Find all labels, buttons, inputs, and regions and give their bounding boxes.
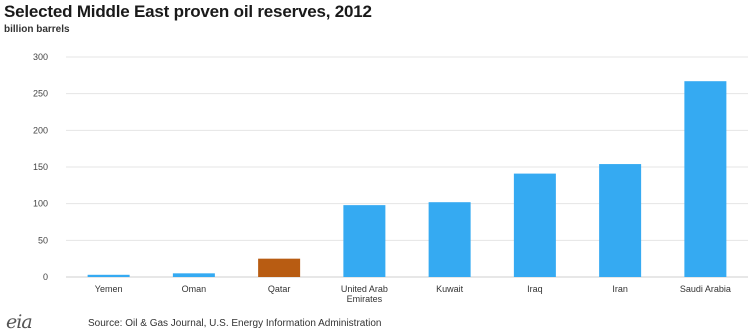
x-tick-label: Kuwait <box>436 284 464 294</box>
x-tick-label: Yemen <box>95 284 123 294</box>
bar-yemen <box>87 274 130 277</box>
x-tick-label: Qatar <box>268 284 291 294</box>
bar-oman <box>172 273 215 277</box>
y-tick-label: 150 <box>33 162 48 172</box>
x-tick-label: Iran <box>612 284 628 294</box>
y-tick-label: 300 <box>33 52 48 62</box>
x-tick-label: Iraq <box>527 284 543 294</box>
x-tick-label: United Arab Emirates <box>341 284 388 304</box>
bars <box>87 81 727 277</box>
bar-saudi-arabia <box>684 81 727 277</box>
y-axis-unit: billion barrels <box>4 24 70 35</box>
gridlines <box>66 56 748 278</box>
y-tick-label: 100 <box>33 199 48 209</box>
bar-iran <box>599 164 642 277</box>
y-tick-label: 0 <box>43 272 48 282</box>
x-axis-labels: Yemen Oman Qatar United Arab Emirates Kuwait I… <box>95 284 731 304</box>
bar-qatar <box>258 258 301 277</box>
y-tick-label: 200 <box>33 125 48 135</box>
eia-logo: eia <box>6 311 33 333</box>
y-axis-ticks: 0 50 100 150 200 250 300 <box>33 52 48 282</box>
y-tick-label: 50 <box>38 235 48 245</box>
source-note: Source: Oil & Gas Journal, U.S. Energy I… <box>88 318 382 329</box>
bar-united-arab-emirates <box>343 205 386 277</box>
x-tick-label: Oman <box>182 284 207 294</box>
bar-kuwait <box>428 202 471 277</box>
y-tick-label: 250 <box>33 89 48 99</box>
chart-title: Selected Middle East proven oil reserves… <box>4 2 372 21</box>
x-tick-label: Saudi Arabia <box>680 284 731 294</box>
bar-iraq <box>513 173 556 277</box>
